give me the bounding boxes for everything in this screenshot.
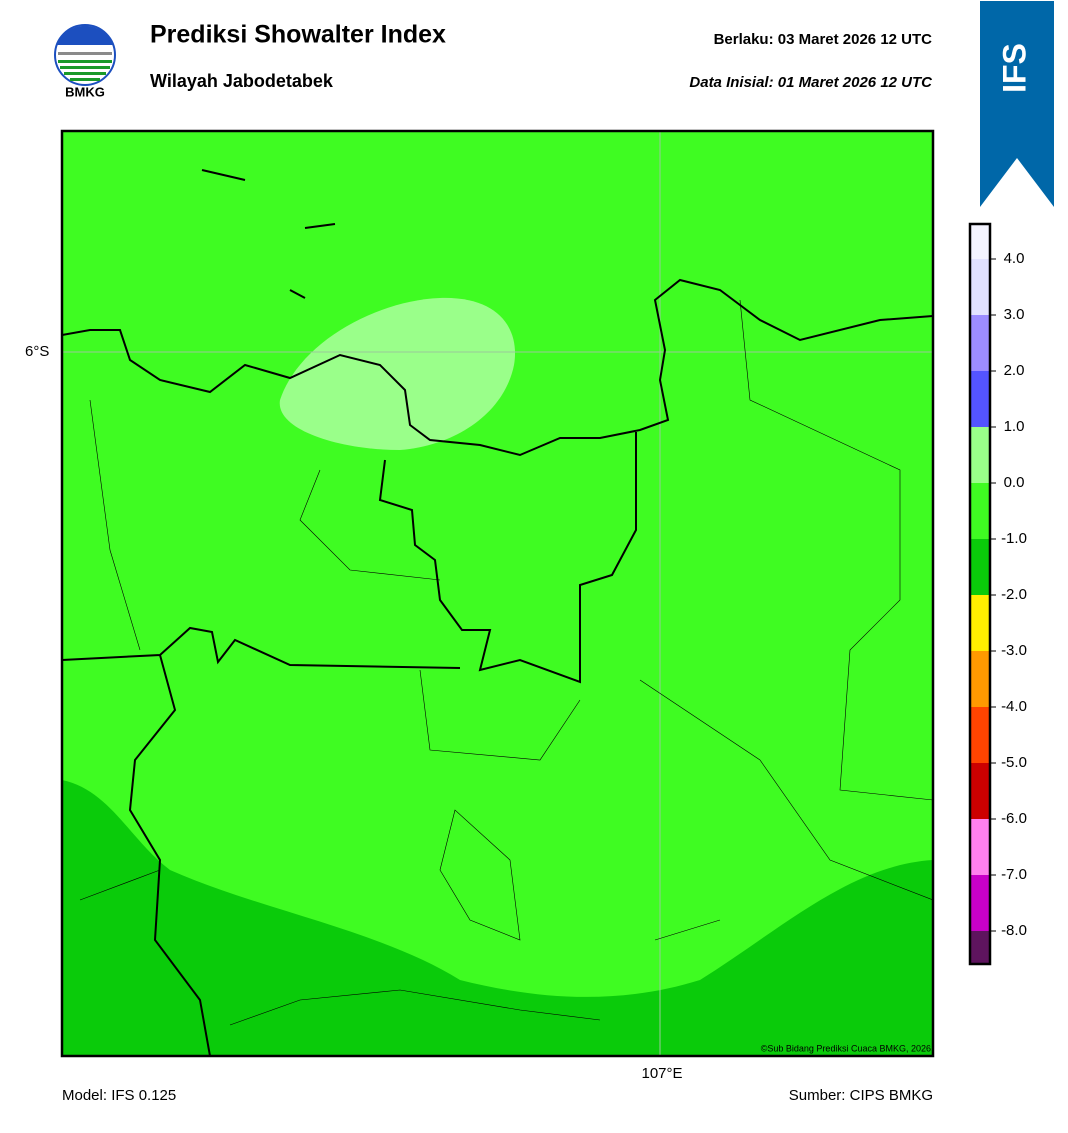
colorbar-segment [970, 427, 990, 483]
colorbar-segment [970, 651, 990, 707]
colorbar-label: -3.0 [1001, 642, 1027, 659]
colorbar: 4.0 3.0 2.0 1.0 0.0 -1.0 -2.0 -3.0 -4.0 -5.0 -6.0 -… [968, 222, 1027, 966]
colorbar-segment [970, 539, 990, 595]
map-area: ©Sub Bidang Prediksi Cuaca BMKG, 2026 [62, 131, 933, 1056]
colorbar-label: 4.0 [1004, 250, 1025, 267]
bmkg-logo: BMKG [54, 24, 116, 99]
colorbar-label: -4.0 [1001, 698, 1027, 715]
colorbar-segment [970, 763, 990, 819]
credit: ©Sub Bidang Prediksi Cuaca BMKG, 2026 [761, 1043, 931, 1053]
colorbar-label: -5.0 [1001, 754, 1027, 771]
colorbar-segment [970, 483, 990, 539]
colorbar-segment [970, 224, 990, 259]
colorbar-label: -7.0 [1001, 866, 1027, 883]
badge-text: IFS [996, 43, 1032, 93]
colorbar-segment [970, 819, 990, 875]
model-label: Model: IFS 0.125 [62, 1087, 176, 1104]
title: Prediksi Showalter Index [150, 21, 446, 49]
colorbar-segment [970, 259, 990, 315]
source-label: Sumber: CIPS BMKG [789, 1087, 933, 1104]
lat-label: 6°S [25, 343, 49, 360]
colorbar-label: -2.0 [1001, 586, 1027, 603]
colorbar-label: 0.0 [1004, 474, 1025, 491]
colorbar-label: -1.0 [1001, 530, 1027, 547]
colorbar-segment [970, 595, 990, 651]
init-time: Data Inisial: 01 Maret 2026 12 UTC [689, 74, 933, 91]
colorbar-label: 1.0 [1004, 418, 1025, 435]
colorbar-label: 2.0 [1004, 362, 1025, 379]
colorbar-label: -8.0 [1001, 922, 1027, 939]
colorbar-segment [970, 371, 990, 427]
colorbar-segment [970, 931, 990, 964]
colorbar-label: -6.0 [1001, 810, 1027, 827]
logo-text: BMKG [65, 84, 105, 99]
colorbar-segment [970, 707, 990, 763]
lon-label: 107°E [641, 1065, 682, 1082]
valid-time: Berlaku: 03 Maret 2026 12 UTC [714, 31, 933, 48]
colorbar-segment [970, 315, 990, 371]
colorbar-frame [968, 222, 992, 966]
subtitle: Wilayah Jabodetabek [150, 71, 334, 91]
map-frame [60, 129, 935, 1058]
colorbar-label: 3.0 [1004, 306, 1025, 323]
colorbar-segment [970, 875, 990, 931]
ifs-badge: IFS [980, 1, 1054, 207]
